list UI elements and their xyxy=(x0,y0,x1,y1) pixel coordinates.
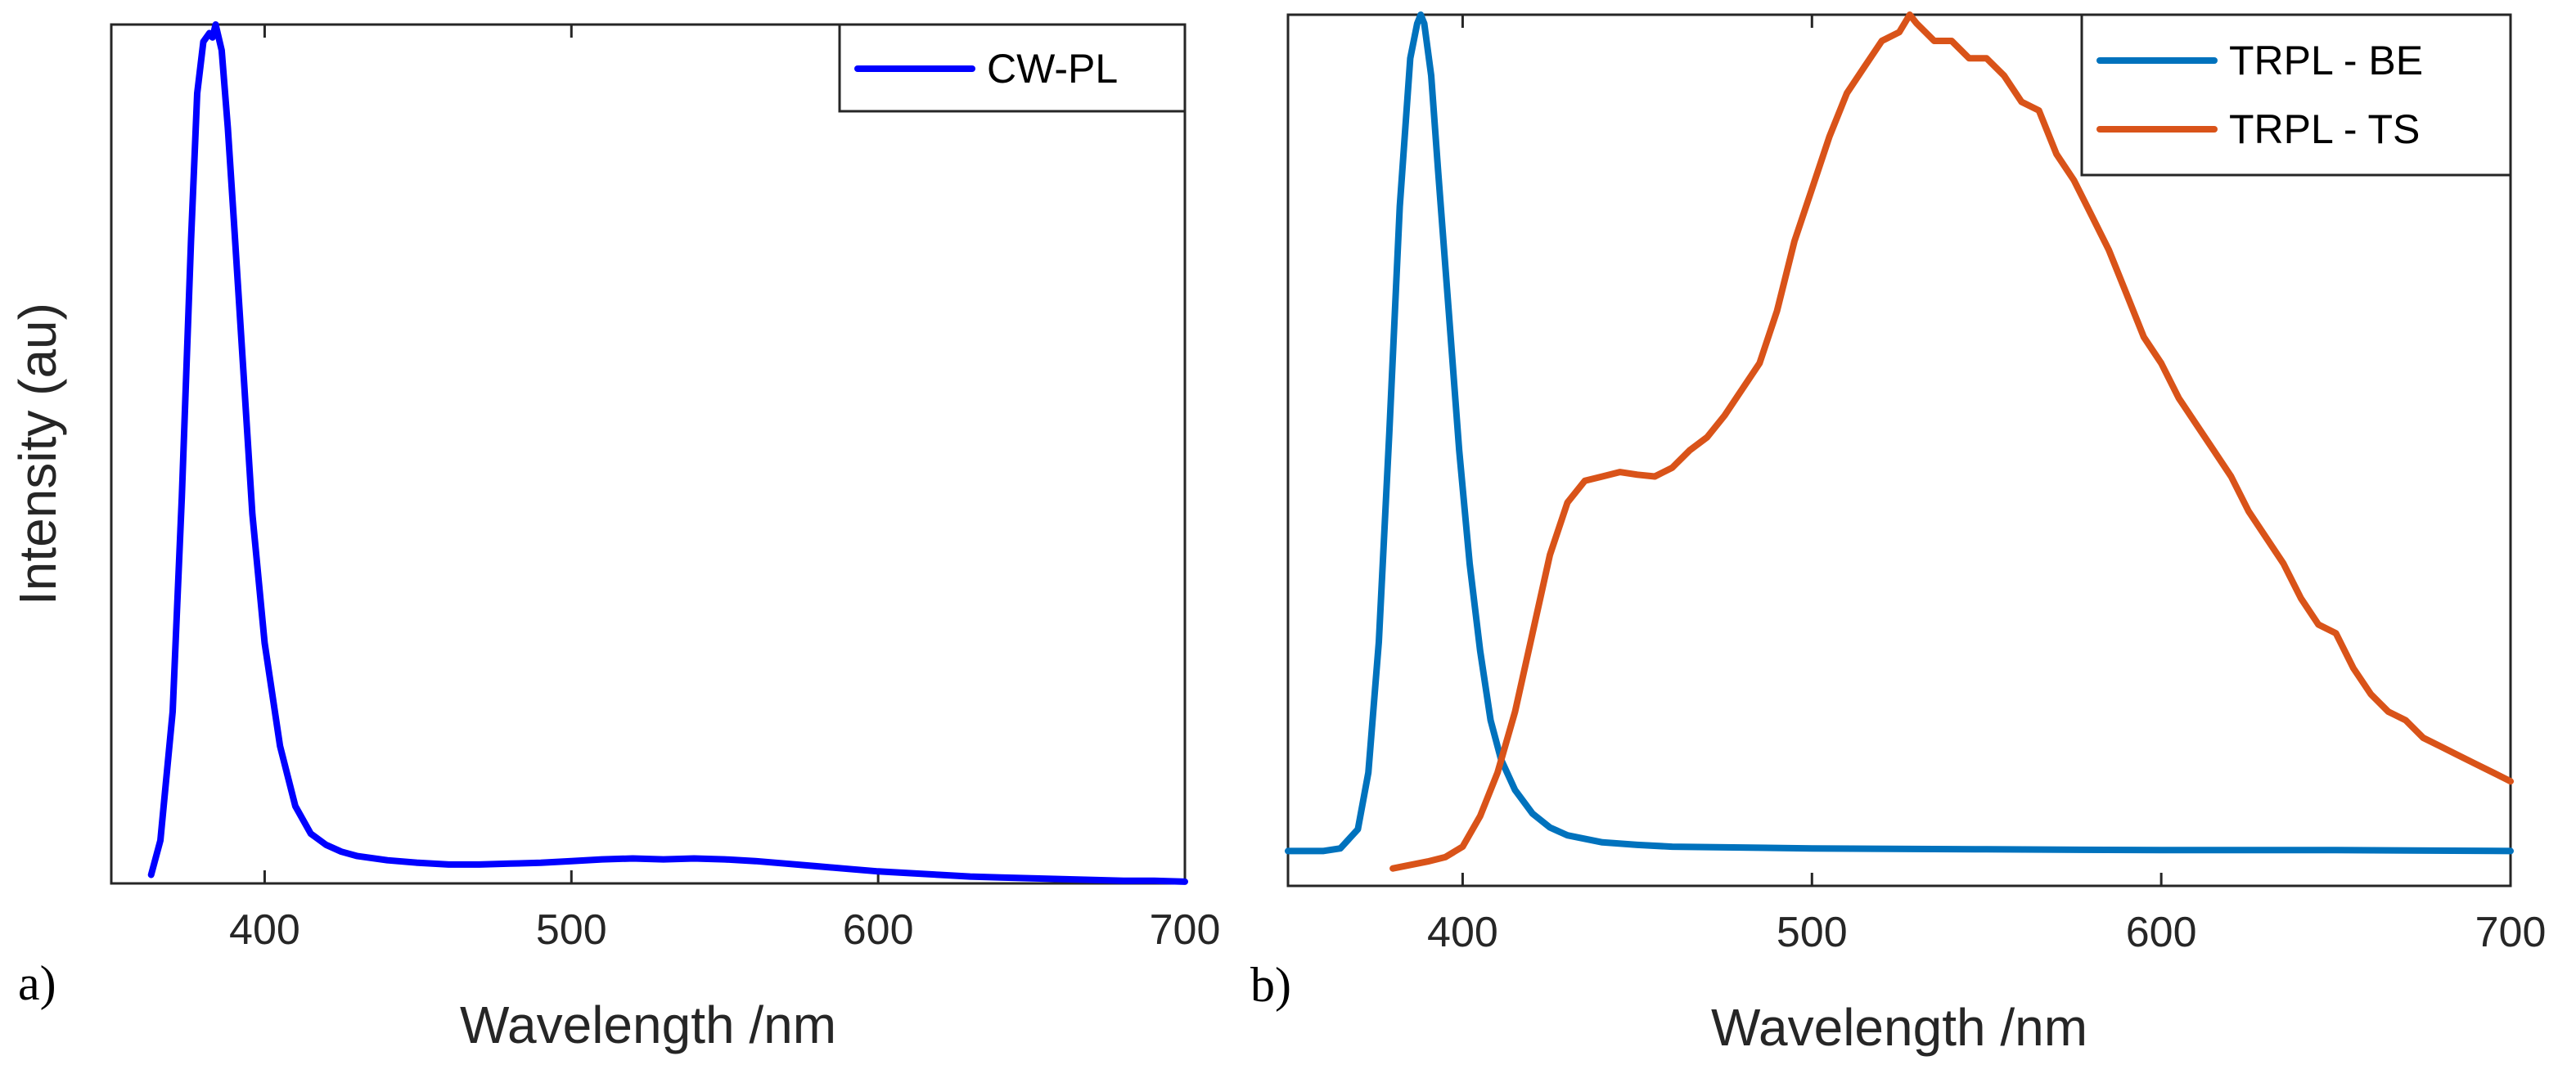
panel-a-ticks: 400 500 600 700 xyxy=(229,25,1220,954)
panel-a-label: a) xyxy=(18,956,56,1010)
panel-a-x-tick-label-500: 500 xyxy=(536,906,607,954)
panel-a-legend-label-cw-pl: CW-PL xyxy=(987,46,1118,92)
panel-a-axis-frame xyxy=(110,23,1187,885)
panel-b-series xyxy=(1285,11,2514,872)
panel-a-series-line-cw-pl xyxy=(147,21,1188,885)
panel-a-series xyxy=(147,21,1188,885)
panel-b-legend: TRPL - BE TRPL - TS xyxy=(2080,13,2512,177)
panel-b-x-axis-title: Wavelength /nm xyxy=(1711,998,2087,1057)
panel-a-y-axis-title: Intensity (au) xyxy=(8,303,67,605)
panel-b-legend-box xyxy=(2080,13,2512,177)
panel-b-x-tick-label-700: 700 xyxy=(2475,909,2547,956)
panel-b-series-line-trpl-ts xyxy=(1389,11,2514,872)
panel-b-ticks: 400 500 600 700 xyxy=(1427,15,2546,956)
panel-b-label: b) xyxy=(1250,958,1291,1012)
panel-a: 400 500 600 700 Wavelength /nm Intensity (a… xyxy=(8,21,1220,1054)
panel-b-series-line-trpl-be xyxy=(1285,11,2514,855)
panel-b-legend-label-trpl-be: TRPL - BE xyxy=(2229,38,2423,83)
panel-b: 400 500 600 700 Wavelength /nm b) TRPL - BE… xyxy=(1250,11,2546,1057)
panel-b-axis-frame xyxy=(1286,13,2512,888)
panel-b-x-tick-label-600: 600 xyxy=(2126,909,2197,956)
panel-a-x-tick-label-400: 400 xyxy=(229,906,300,954)
panel-a-x-axis-title: Wavelength /nm xyxy=(460,995,836,1054)
panel-a-x-tick-label-700: 700 xyxy=(1150,906,1221,954)
panel-b-x-tick-label-400: 400 xyxy=(1427,909,1498,956)
panel-b-x-tick-label-500: 500 xyxy=(1777,909,1848,956)
panel-a-x-tick-label-600: 600 xyxy=(843,906,914,954)
panel-a-legend: CW-PL xyxy=(838,23,1187,113)
panel-b-legend-label-trpl-ts: TRPL - TS xyxy=(2229,106,2420,152)
